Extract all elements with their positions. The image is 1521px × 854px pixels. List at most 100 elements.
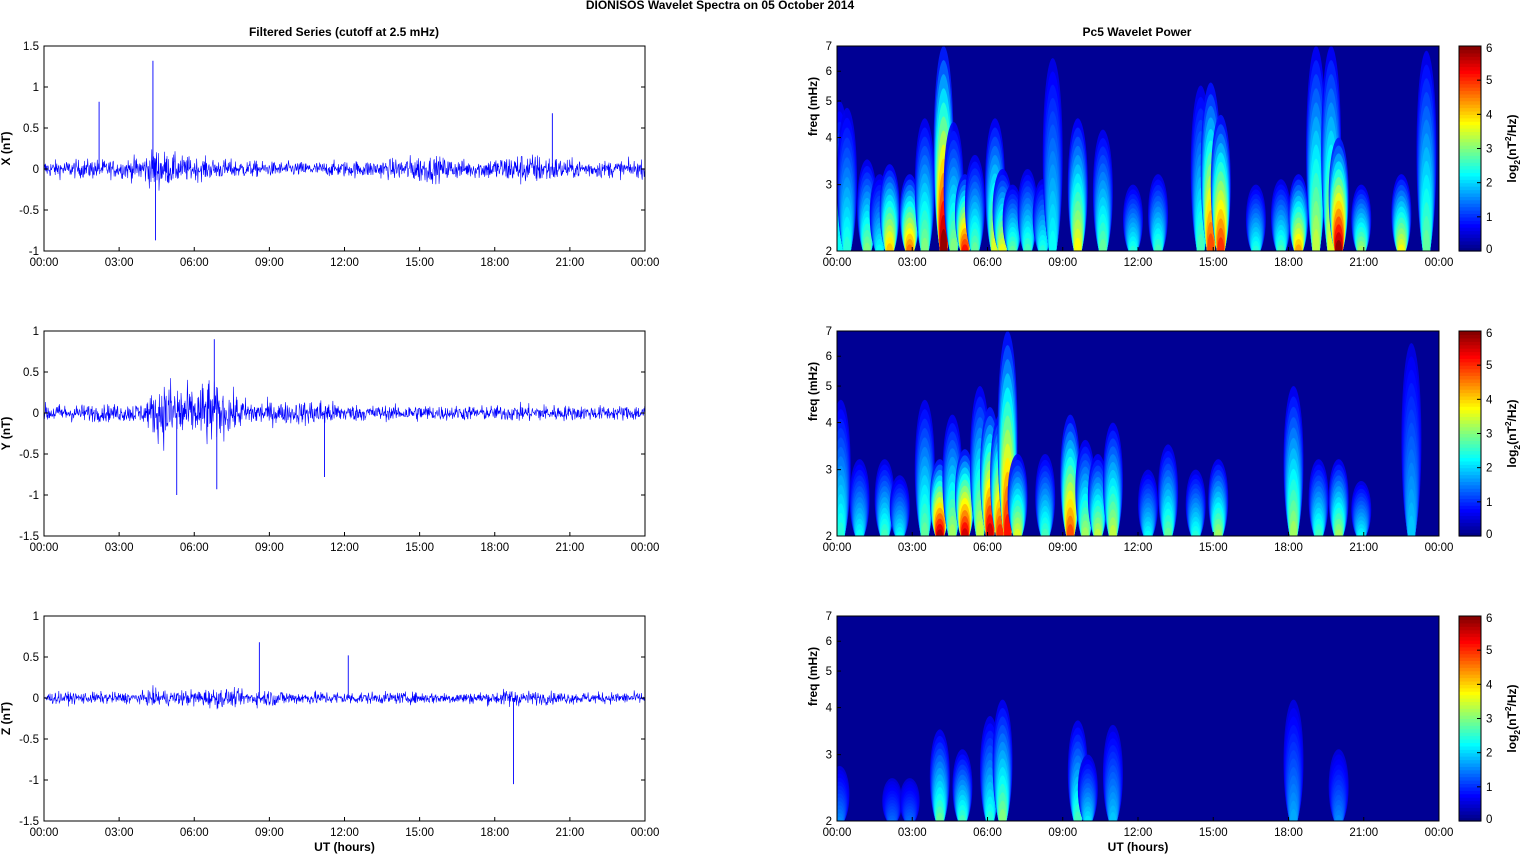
y-wavelet-power-colorbar-cell	[1459, 532, 1481, 537]
x-wavelet-power-blob-level	[1049, 230, 1057, 251]
x-wavelet-power-colorbar-cell	[1459, 138, 1481, 143]
y-filtered-series-ylabel: Y (nT)	[0, 417, 13, 451]
y-wavelet-power-colorbar-cell	[1459, 518, 1481, 523]
y-filtered-series-ytick-label: -0.5	[19, 449, 39, 461]
y-wavelet-power-colorbar-cell	[1459, 515, 1481, 520]
x-wavelet-power-blob-level	[971, 242, 979, 251]
z-wavelet-power-colorbar-cell	[1459, 701, 1481, 706]
z-wavelet-power-xtick-label: 00:00	[1425, 827, 1454, 839]
z-wavelet-power-colorbar-tick-label: 5	[1486, 645, 1492, 657]
x-filtered-series-xtick-label: 12:00	[330, 257, 359, 269]
x-wavelet-power-blob-level	[1009, 245, 1016, 251]
y-wavelet-power-colorbar-cell	[1459, 457, 1481, 462]
y-wavelet-power-ytick-label: 3	[826, 465, 832, 477]
x-filtered-series-xtick-label: 21:00	[555, 257, 584, 269]
y-wavelet-power-blob-level	[936, 529, 944, 536]
z-wavelet-power-colorbar-cell	[1459, 687, 1481, 692]
z-wavelet-power-colorbar-cell	[1459, 756, 1481, 761]
x-wavelet-power-colorbar-cell	[1459, 169, 1481, 174]
x-wavelet-power-ytick-label: 6	[826, 66, 832, 78]
x-wavelet-power-colorbar-cell	[1459, 46, 1481, 51]
y-filtered-series-xtick-label: 18:00	[480, 542, 509, 554]
y-wavelet-power-colorbar-cell	[1459, 423, 1481, 428]
x-filtered-series-xtick-label: 15:00	[405, 257, 434, 269]
y-filtered-series-xtick-label: 06:00	[180, 542, 209, 554]
z-filtered-series-xtick-label: 00:00	[30, 827, 59, 839]
y-wavelet-power-blob-level	[1094, 528, 1102, 536]
x-wavelet-power-xtick-label: 09:00	[1048, 257, 1077, 269]
y-wavelet-power-colorbar-tick-label: 2	[1486, 463, 1492, 475]
x-wavelet-power-xtick-label: 00:00	[1425, 257, 1454, 269]
x-wavelet-power-blob	[1288, 174, 1309, 251]
x-wavelet-power-blob-level	[1099, 239, 1107, 251]
z-wavelet-power-colorbar-cell	[1459, 691, 1481, 696]
y-wavelet-power-colorbar-label-part: 2	[1512, 445, 1521, 450]
z-wavelet-power-blobs	[837, 699, 1349, 821]
y-wavelet-power-colorbar-cell	[1459, 443, 1481, 448]
x-wavelet-power-blob-level	[1154, 244, 1162, 251]
x-wavelet-power-xtick-label: 00:00	[823, 257, 852, 269]
z-filtered-series-ytick-label: 0	[33, 693, 39, 705]
z-wavelet-power-colorbar-cell	[1459, 776, 1481, 781]
x-wavelet-power-ytick-label: 7	[826, 41, 832, 53]
x-wavelet-power-blob-level	[1423, 229, 1430, 251]
x-wavelet-power-colorbar-cell	[1459, 186, 1481, 191]
z-wavelet-power-colorbar-cell	[1459, 797, 1481, 802]
x-wavelet-power-blob-level	[1129, 245, 1137, 251]
y-wavelet-power-blob-level	[1014, 528, 1021, 536]
y-wavelet-power-colorbar-cell	[1459, 467, 1481, 472]
y-wavelet-power-xtick-label: 18:00	[1274, 542, 1303, 554]
y-wavelet-power-colorbar-cell	[1459, 413, 1481, 418]
z-wavelet-power-colorbar-cell	[1459, 629, 1481, 634]
z-wavelet-power-colorbar-cell	[1459, 803, 1481, 808]
x-wavelet-power-colorbar-cell	[1459, 59, 1481, 64]
z-wavelet-power-colorbar-cell	[1459, 660, 1481, 665]
y-wavelet-power-blob	[914, 399, 935, 536]
y-wavelet-power-colorbar-cell	[1459, 378, 1481, 383]
x-wavelet-power-colorbar-cell	[1459, 117, 1481, 122]
y-wavelet-power-colorbar-cell	[1459, 460, 1481, 465]
y-wavelet-power-colorbar-cell	[1459, 464, 1481, 469]
y-wavelet-power-colorbar-tick-label: 4	[1486, 394, 1493, 406]
z-wavelet-power-colorbar-cell	[1459, 650, 1481, 655]
x-wavelet-power-colorbar-cell	[1459, 97, 1481, 102]
y-wavelet-power-blob	[1087, 454, 1108, 536]
z-wavelet-power-blob	[952, 749, 973, 821]
y-wavelet-power-colorbar-cell	[1459, 512, 1481, 517]
x-wavelet-power-colorbar-cell	[1459, 155, 1481, 160]
z-wavelet-power-colorbar-cell	[1459, 817, 1481, 822]
x-wavelet-power-ytick-label: 5	[826, 96, 832, 108]
x-wavelet-power-colorbar-cell	[1459, 196, 1481, 201]
x-wavelet-power-blob-level	[940, 229, 947, 251]
y-wavelet-power-blob	[1351, 480, 1372, 536]
z-wavelet-power-blob	[1077, 754, 1098, 821]
y-wavelet-power-colorbar-cell	[1459, 406, 1481, 411]
y-wavelet-power-colorbar-cell	[1459, 389, 1481, 394]
z-wavelet-power-colorbar-cell	[1459, 759, 1481, 764]
z-wavelet-power-colorbar-cell	[1459, 749, 1481, 754]
z-wavelet-power-blob-level	[837, 817, 843, 821]
x-wavelet-power-colorbar-cell	[1459, 199, 1481, 204]
x-wavelet-power-blob-level	[1197, 233, 1205, 251]
z-wavelet-power-colorbar-cell	[1459, 800, 1481, 805]
x-wavelet-power-colorbar-cell	[1459, 233, 1481, 238]
z-wavelet-power-colorbar-cell	[1459, 752, 1481, 757]
y-wavelet-power-colorbar-cell	[1459, 344, 1481, 349]
y-wavelet-power-colorbar-label-part: 2	[1503, 421, 1513, 426]
x-wavelet-power-blob	[1351, 184, 1372, 251]
z-wavelet-power-ytick-label: 2	[826, 816, 832, 828]
z-wavelet-power-colorbar-label-part: (nT	[1505, 711, 1519, 730]
z-filtered-series: -1.5 -1 -0.5 0 0.5 1 00:00 03:00 06:00 09:00 12:00…	[0, 611, 659, 854]
y-wavelet-power-colorbar-cell	[1459, 348, 1481, 353]
left-column-title: Filtered Series (cutoff at 2.5 mHz)	[249, 25, 439, 39]
y-wavelet-power-colorbar-cell	[1459, 433, 1481, 438]
x-wavelet-power-ytick-label: 3	[826, 180, 832, 192]
x-filtered-series-ylabel: X (nT)	[0, 132, 13, 166]
y-wavelet-power-blobs	[837, 331, 1422, 536]
x-wavelet-power-colorbar-cell	[1459, 73, 1481, 78]
x-wavelet-power: 2 3 4 5 6 7 00:00 03:00 06:00 09:00 12:00 15:00 18:0…	[806, 41, 1521, 269]
z-wavelet-power-colorbar-cell	[1459, 708, 1481, 713]
x-wavelet-power-colorbar-cell	[1459, 220, 1481, 225]
y-wavelet-power-blob	[1328, 459, 1349, 536]
z-wavelet-power-colorbar-cell	[1459, 739, 1481, 744]
